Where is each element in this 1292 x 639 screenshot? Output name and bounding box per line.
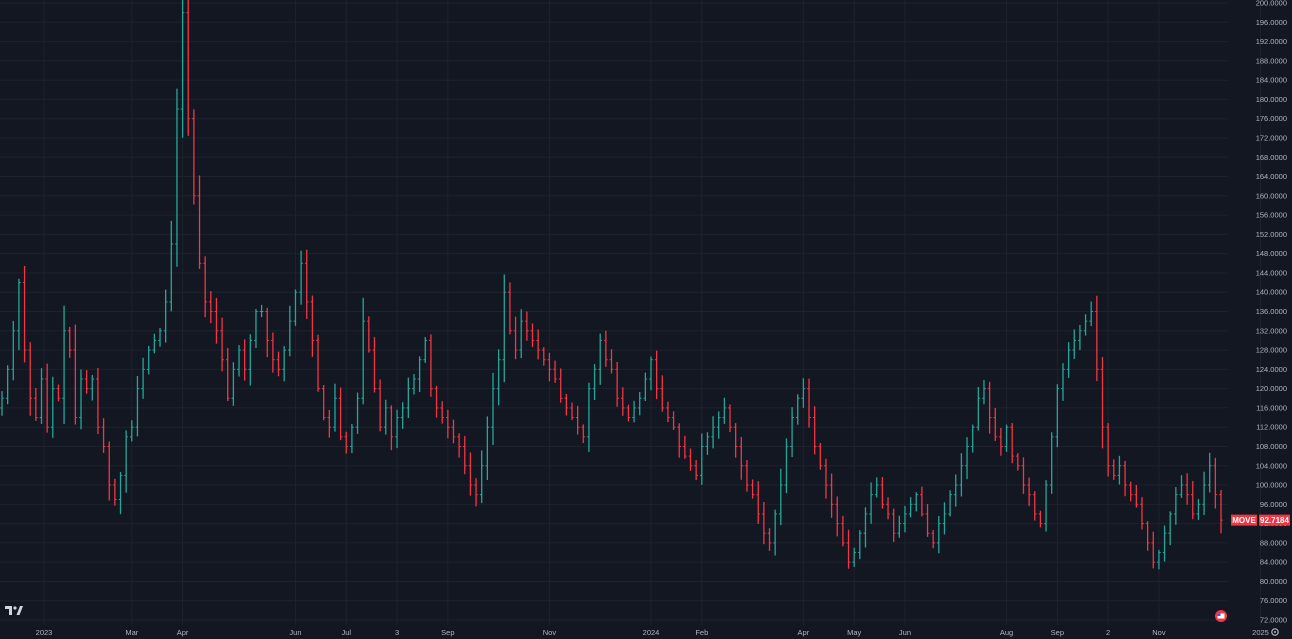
- y-tick-label: 120.0000: [1256, 384, 1287, 393]
- y-tick-label: 140.0000: [1256, 288, 1287, 297]
- last-price-label: 92.7184: [1260, 516, 1289, 525]
- tv-logo-mark: [5, 606, 12, 615]
- y-tick-label: 184.0000: [1256, 76, 1287, 85]
- y-tick-label: 72.0000: [1260, 616, 1287, 625]
- flag-icon-inner: [1217, 613, 1225, 619]
- x-tick-label: 3: [395, 628, 399, 637]
- x-tick-label: Jun: [899, 628, 911, 637]
- y-tick-label: 108.0000: [1256, 442, 1287, 451]
- x-tick-label: Mar: [125, 628, 138, 637]
- y-tick-label: 96.0000: [1260, 500, 1287, 509]
- flag-icon[interactable]: [1215, 610, 1227, 622]
- y-tick-label: 200.0000: [1256, 0, 1287, 8]
- x-tick-label: 2025: [1252, 628, 1269, 637]
- x-tick-label: Nov: [1152, 628, 1166, 637]
- x-tick-label: Jul: [341, 628, 351, 637]
- y-tick-label: 152.0000: [1256, 230, 1287, 239]
- y-tick-label: 144.0000: [1256, 268, 1287, 277]
- x-tick-label: Sep: [441, 628, 454, 637]
- x-tick-label: Apr: [177, 628, 189, 637]
- y-tick-label: 128.0000: [1256, 346, 1287, 355]
- y-tick-label: 136.0000: [1256, 307, 1287, 316]
- gear-icon[interactable]: [1271, 628, 1279, 636]
- symbol-label: MOVE: [1232, 516, 1256, 525]
- x-axis[interactable]: 2023 Mar Apr Jun Jul 3 Sep Nov 2024 Feb Apr May Jun A…: [36, 628, 1292, 637]
- grid-layer: [0, 0, 1262, 625]
- y-tick-label: 112.0000: [1256, 423, 1287, 432]
- x-tick-label: Feb: [695, 628, 708, 637]
- x-tick-label: Aug: [1000, 628, 1013, 637]
- bars-layer: [0, 0, 1223, 570]
- y-tick-label: 116.0000: [1256, 403, 1287, 412]
- y-tick-label: 148.0000: [1256, 249, 1287, 258]
- flag-icon-canton: [1217, 613, 1221, 616]
- x-tick-label: Jun: [289, 628, 301, 637]
- y-tick-label: 132.0000: [1256, 326, 1287, 335]
- y-tick-label: 176.0000: [1256, 114, 1287, 123]
- y-tick-label: 164.0000: [1256, 172, 1287, 181]
- y-tick-label: 88.0000: [1260, 538, 1287, 547]
- tradingview-logo[interactable]: [5, 606, 23, 615]
- y-tick-label: 124.0000: [1256, 365, 1287, 374]
- price-tag: MOVE 92.7184: [1231, 514, 1290, 526]
- x-tick-label: 2023: [36, 628, 53, 637]
- x-tick-label: Apr: [798, 628, 810, 637]
- x-tick-label: May: [847, 628, 861, 637]
- x-tick-label: 2024: [643, 628, 660, 637]
- gear-icon-hub: [1274, 631, 1276, 633]
- tv-logo-slash: [16, 606, 23, 615]
- y-tick-label: 156.0000: [1256, 211, 1287, 220]
- y-tick-label: 104.0000: [1256, 461, 1287, 470]
- y-tick-label: 180.0000: [1256, 95, 1287, 104]
- y-tick-label: 160.0000: [1256, 191, 1287, 200]
- y-tick-label: 196.0000: [1256, 18, 1287, 27]
- tv-logo-dot: [13, 606, 17, 610]
- x-tick-label: 2: [1106, 628, 1110, 637]
- y-tick-label: 168.0000: [1256, 153, 1287, 162]
- symbol-tag: [1231, 514, 1257, 526]
- y-tick-label: 80.0000: [1260, 577, 1287, 586]
- y-tick-label: 172.0000: [1256, 133, 1287, 142]
- x-tick-label: Sep: [1051, 628, 1064, 637]
- y-tick-label: 192.0000: [1256, 37, 1287, 46]
- y-tick-label: 100.0000: [1256, 481, 1287, 490]
- y-tick-label: 188.0000: [1256, 56, 1287, 65]
- last-price-tag: [1259, 514, 1290, 526]
- y-tick-label: 84.0000: [1260, 558, 1287, 567]
- x-tick-label: Nov: [543, 628, 557, 637]
- gear-icon-ring: [1271, 628, 1279, 636]
- y-tick-label: 76.0000: [1260, 596, 1287, 605]
- y-axis[interactable]: 200.0000 196.0000 192.0000 188.0000 184.0000…: [1256, 0, 1287, 625]
